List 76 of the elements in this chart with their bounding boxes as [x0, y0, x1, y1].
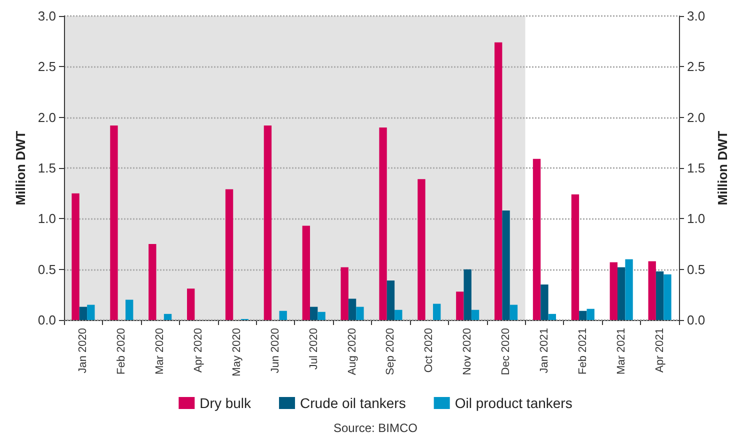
- legend-label: Crude oil tankers: [300, 395, 406, 411]
- y2-tick-label: 0.5: [687, 262, 706, 277]
- x-tick-label: Nov 2020: [462, 328, 474, 376]
- bar: [394, 310, 402, 320]
- bar: [656, 271, 664, 320]
- bar: [532, 158, 541, 320]
- y2-tick-label: 2.0: [687, 110, 706, 125]
- x-tick-label: Jun 2020: [269, 328, 282, 374]
- bar: [302, 226, 310, 320]
- x-tick-label: Apr 2020: [192, 328, 205, 373]
- bar: [571, 194, 580, 320]
- y2-tick-label: 3.0: [687, 8, 706, 24]
- bar: [548, 314, 556, 320]
- bar: [540, 284, 548, 320]
- x-tick-label: Jan 2021: [538, 328, 550, 374]
- x-tick-label: Feb 2021: [576, 328, 589, 374]
- y2-tick-label: 2.5: [687, 59, 706, 74]
- bar: [579, 310, 587, 320]
- bar: [110, 125, 118, 320]
- x-tick-label: Oct 2020: [423, 328, 436, 373]
- x-tick-label: Mar 2021: [615, 328, 628, 374]
- bar: [79, 306, 88, 320]
- bar: [625, 259, 633, 320]
- y-tick-label: 3.0: [38, 8, 56, 24]
- bar: [586, 308, 594, 320]
- bar: [164, 314, 172, 320]
- bar: [72, 193, 80, 320]
- bar: [356, 306, 364, 320]
- x-tick-label: Sep 2020: [384, 328, 397, 376]
- bar: [618, 267, 626, 320]
- bar: [386, 280, 395, 320]
- y2-tick-label: 1.0: [687, 211, 706, 226]
- x-tick-label: May 2020: [230, 328, 243, 376]
- legend-label: Dry bulk: [200, 395, 252, 411]
- bar: [471, 310, 480, 320]
- x-tick-label: Feb 2020: [116, 328, 128, 374]
- bar: [279, 310, 287, 320]
- bar: [225, 189, 234, 320]
- bar: [310, 306, 318, 320]
- y-tick-label: 2.5: [38, 59, 56, 74]
- bar: [510, 304, 518, 320]
- x-tick-label: Mar 2020: [154, 328, 166, 374]
- y-axis-title: Million DWT: [13, 130, 28, 206]
- y2-tick-label: 0.0: [687, 312, 706, 328]
- y-tick-label: 2.0: [38, 110, 56, 125]
- x-tick-label: Dec 2020: [500, 328, 512, 376]
- x-tick-label: Jan 2020: [77, 328, 90, 374]
- bar: [610, 262, 618, 320]
- bar: [126, 300, 134, 320]
- bar: [379, 127, 387, 320]
- y-tick-label: 0.5: [38, 262, 56, 277]
- bar: [433, 304, 441, 320]
- bar: [418, 179, 426, 320]
- bar: [187, 288, 195, 320]
- y2-tick-label: 1.5: [687, 160, 706, 176]
- x-tick-label: Aug 2020: [346, 328, 358, 376]
- bar: [456, 292, 464, 320]
- bar: [264, 125, 272, 320]
- bar: [348, 298, 356, 320]
- bar: [340, 267, 348, 320]
- bar: [464, 269, 472, 320]
- bar: [664, 274, 672, 320]
- x-tick-label: Jul 2020: [308, 328, 320, 370]
- bar: [318, 312, 326, 320]
- source-note: Source: BIMCO: [333, 421, 418, 435]
- bar: [502, 210, 510, 320]
- bar: [648, 261, 656, 320]
- legend-label: Oil product tankers: [454, 395, 572, 411]
- y2-axis-title: Million DWT: [714, 130, 730, 206]
- y-tick-label: 1.5: [38, 160, 56, 176]
- bar: [148, 244, 156, 320]
- x-tick-label: Apr 2021: [654, 328, 666, 373]
- bar: [494, 42, 502, 320]
- y-tick-label: 1.0: [38, 211, 56, 226]
- y-tick-label: 0.0: [38, 312, 56, 328]
- bar: [87, 304, 95, 320]
